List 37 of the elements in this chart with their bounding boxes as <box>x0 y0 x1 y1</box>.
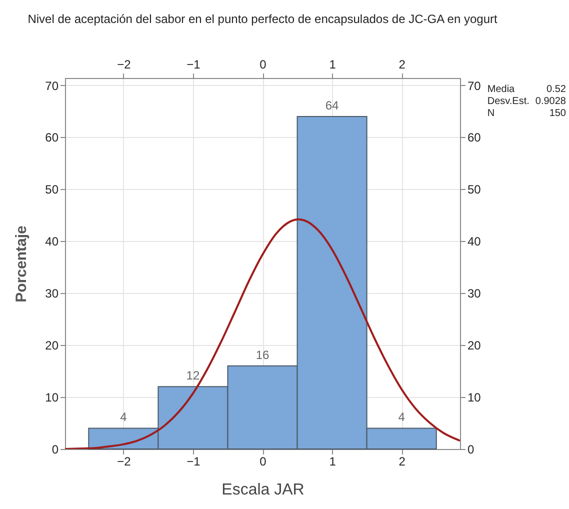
y2-tick-label: 20 <box>468 338 482 353</box>
y2-tick-label: 10 <box>468 390 482 405</box>
y-tick-label: 60 <box>45 130 59 145</box>
y2-tick-label: 30 <box>468 286 482 301</box>
x2-tick-label: −2 <box>117 58 132 72</box>
data-label: 12 <box>186 368 200 383</box>
y-tick-label: 50 <box>45 182 59 197</box>
x-axis-title: Escala JAR <box>222 482 304 498</box>
y-tick-label: 20 <box>45 338 59 353</box>
y-tick-label: 30 <box>45 286 59 301</box>
y2-tick-label: 50 <box>468 182 482 197</box>
text: Media 0.52 <box>487 84 566 95</box>
x-tick-label: 1 <box>329 454 336 468</box>
x-tick-label: −1 <box>186 454 201 468</box>
text: Desv.Est. 0.9028 <box>487 96 566 108</box>
y2-tick-label: 0 <box>468 442 474 456</box>
x-tick-label: 0 <box>260 454 267 468</box>
data-label: 4 <box>398 410 406 424</box>
y-tick-label: 0 <box>52 442 59 456</box>
y2-tick-label: 40 <box>468 234 482 249</box>
data-label: 64 <box>325 98 340 112</box>
x2-tick-label: 2 <box>398 58 406 72</box>
y2-tick-label: 60 <box>468 130 482 145</box>
y-tick-label: 10 <box>45 390 59 405</box>
y-tick-label: 40 <box>45 234 59 249</box>
text: N 150 <box>487 108 566 119</box>
x2-tick-label: 0 <box>260 58 267 72</box>
y2-tick-label: 70 <box>468 78 482 93</box>
chart-title: Nivel de aceptación del sabor en el punto perfecto de encapsulados de JC-GA en yogurt <box>28 12 498 26</box>
x-tick-label: −2 <box>117 454 132 468</box>
x-tick-label: 2 <box>398 454 406 468</box>
x2-tick-label: 1 <box>329 58 336 72</box>
data-label: 16 <box>256 348 270 362</box>
x2-tick-label: −1 <box>186 58 201 72</box>
y-tick-label: 70 <box>45 78 59 93</box>
data-label: 4 <box>120 410 128 424</box>
y-axis-title: Porcentaje <box>13 226 30 302</box>
